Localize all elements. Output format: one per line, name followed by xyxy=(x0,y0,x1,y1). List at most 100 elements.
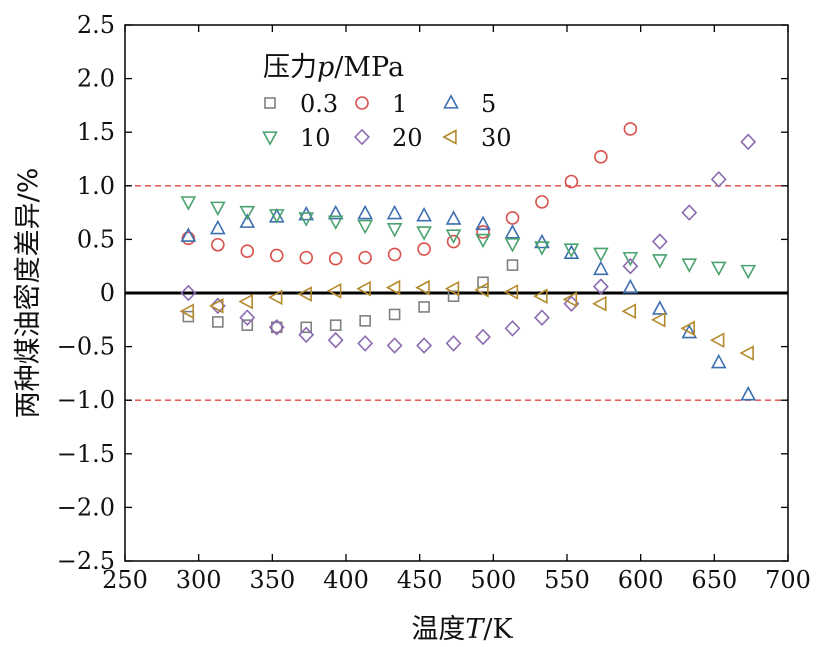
data-point xyxy=(562,291,578,308)
data-point xyxy=(592,278,609,295)
data-point xyxy=(179,303,195,320)
x-tick-label: 600 xyxy=(618,566,664,594)
reference-lines xyxy=(125,185,788,401)
data-point xyxy=(268,318,285,336)
data-point xyxy=(385,279,401,296)
data-point xyxy=(417,242,431,256)
legend-marker xyxy=(443,94,459,109)
legend-title-variable: p xyxy=(317,52,334,83)
data-point xyxy=(239,309,256,326)
legend-title-prefix: 压力 xyxy=(263,52,317,83)
x-tick-label: 500 xyxy=(470,566,516,594)
data-point xyxy=(651,254,668,269)
series-30 xyxy=(179,279,754,361)
legend-marker xyxy=(262,131,278,146)
data-point xyxy=(180,284,197,302)
data-point xyxy=(300,321,313,334)
data-point xyxy=(710,353,727,369)
data-point xyxy=(650,311,666,328)
data-point xyxy=(447,290,460,303)
data-point xyxy=(740,264,757,280)
legend-item: 10 xyxy=(262,124,331,152)
data-point xyxy=(622,257,639,275)
data-point xyxy=(592,295,607,312)
data-point xyxy=(506,259,519,271)
data-point xyxy=(359,315,371,327)
legend-label: 5 xyxy=(481,90,496,118)
data-point xyxy=(593,260,609,276)
data-point xyxy=(180,196,197,211)
data-point xyxy=(357,335,374,352)
legend-label: 20 xyxy=(392,124,423,152)
data-point xyxy=(328,251,343,266)
data-point xyxy=(299,250,314,265)
data-point xyxy=(209,219,226,235)
data-point xyxy=(357,204,373,220)
data-point xyxy=(680,320,695,337)
data-point xyxy=(476,225,490,239)
axis-ticks: 250 300 350 400 450 500 550 600 650 7002.52.01.51… xyxy=(57,11,811,594)
data-point xyxy=(181,231,196,246)
data-point xyxy=(297,286,312,302)
legend: 压力p/MPa 0.3 1 5 10 20 30 xyxy=(262,52,512,152)
x-tick-label: 550 xyxy=(544,566,590,594)
x-tick-label: 400 xyxy=(323,566,369,594)
legend-item: 5 xyxy=(443,90,496,118)
x-tick-label: 700 xyxy=(765,566,811,594)
data-point xyxy=(621,303,637,320)
data-point xyxy=(208,298,224,314)
data-point xyxy=(534,241,550,256)
data-point xyxy=(444,280,460,297)
data-point xyxy=(267,289,283,306)
data-point xyxy=(535,195,549,209)
series-20 xyxy=(180,133,757,354)
x-tick-label: 650 xyxy=(691,566,737,594)
data-point xyxy=(212,316,224,328)
y-tick-label: 0.5 xyxy=(77,225,115,253)
data-point xyxy=(240,244,255,258)
y-tick-label: 0 xyxy=(100,279,115,307)
data-point xyxy=(504,238,521,253)
data-point xyxy=(357,219,373,235)
data-point xyxy=(386,204,403,220)
data-point xyxy=(475,328,491,346)
legend-marker xyxy=(354,128,370,146)
data-point xyxy=(415,279,430,296)
data-point xyxy=(327,331,344,349)
data-point xyxy=(503,284,519,300)
data-point xyxy=(386,223,403,238)
y-tick-label: −0.5 xyxy=(57,333,115,361)
data-point xyxy=(269,248,284,263)
data-point xyxy=(681,204,698,221)
data-point xyxy=(209,201,226,217)
data-point xyxy=(709,332,725,349)
legend-title: 压力p/MPa xyxy=(263,52,404,83)
y-tick-label: 1.5 xyxy=(77,118,115,146)
data-point xyxy=(387,247,402,262)
data-point xyxy=(563,244,580,260)
legend-marker xyxy=(355,96,369,110)
data-point xyxy=(474,281,489,298)
series-1 xyxy=(181,122,638,266)
y-tick-label: 2.5 xyxy=(77,11,115,39)
legend-marker xyxy=(442,129,457,145)
legend-marker xyxy=(264,97,276,109)
y-tick-label: −1.0 xyxy=(57,386,115,414)
data-point xyxy=(358,250,372,265)
x-axis-title: 温度T/K xyxy=(411,614,513,645)
data-point xyxy=(329,319,342,331)
data-point xyxy=(386,337,403,354)
data-point xyxy=(623,122,638,136)
data-point xyxy=(416,337,433,354)
data-point xyxy=(180,227,197,242)
data-point xyxy=(241,319,254,331)
x-tick-label: 300 xyxy=(176,566,222,594)
legend-title-unit: /MPa xyxy=(334,52,404,83)
data-point xyxy=(681,258,698,273)
data-point xyxy=(534,309,550,326)
data-point xyxy=(416,206,432,222)
data-point xyxy=(356,280,371,297)
legend-label: 1 xyxy=(392,90,407,118)
y-tick-label: 1.0 xyxy=(77,172,115,200)
